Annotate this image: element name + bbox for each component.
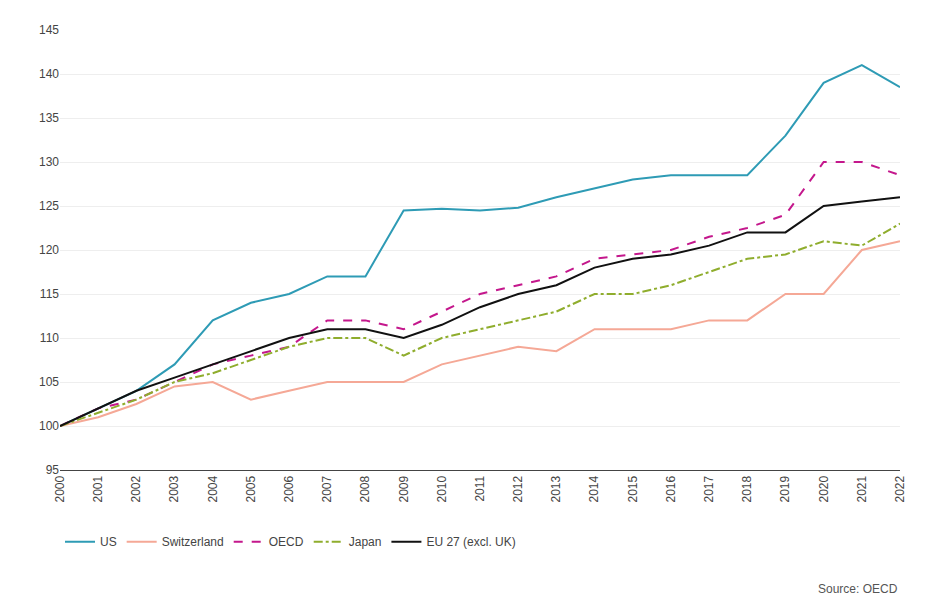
svg-text:2002: 2002 — [129, 475, 143, 502]
svg-text:2017: 2017 — [702, 475, 716, 502]
svg-text:2019: 2019 — [778, 475, 792, 502]
svg-text:2009: 2009 — [397, 475, 411, 502]
svg-text:130: 130 — [39, 155, 59, 169]
svg-text:2003: 2003 — [167, 475, 181, 502]
svg-text:2018: 2018 — [740, 475, 754, 502]
svg-text:140: 140 — [39, 67, 59, 81]
svg-text:2000: 2000 — [53, 475, 67, 502]
svg-text:OECD: OECD — [269, 535, 304, 549]
svg-text:105: 105 — [39, 375, 59, 389]
svg-text:2016: 2016 — [664, 475, 678, 502]
svg-text:2020: 2020 — [817, 475, 831, 502]
svg-text:2021: 2021 — [855, 475, 869, 502]
svg-text:135: 135 — [39, 111, 59, 125]
svg-text:110: 110 — [40, 331, 59, 345]
svg-text:2006: 2006 — [282, 475, 296, 502]
svg-text:Japan: Japan — [349, 535, 382, 549]
svg-text:145: 145 — [39, 23, 59, 37]
svg-text:120: 120 — [39, 243, 59, 257]
svg-text:2013: 2013 — [549, 475, 563, 502]
svg-text:115: 115 — [40, 287, 59, 301]
svg-text:2010: 2010 — [435, 475, 449, 502]
svg-text:2005: 2005 — [244, 475, 258, 502]
svg-text:2014: 2014 — [587, 475, 601, 502]
svg-text:2001: 2001 — [91, 475, 105, 502]
svg-text:2007: 2007 — [320, 475, 334, 502]
svg-text:EU 27 (excl. UK): EU 27 (excl. UK) — [426, 535, 515, 549]
svg-text:2012: 2012 — [511, 475, 525, 502]
svg-text:125: 125 — [39, 199, 59, 213]
svg-text:2015: 2015 — [626, 475, 640, 502]
svg-text:95: 95 — [46, 463, 60, 477]
svg-text:100: 100 — [39, 419, 59, 433]
svg-text:2011: 2011 — [473, 475, 487, 501]
svg-text:2008: 2008 — [358, 475, 372, 502]
svg-text:Switzerland: Switzerland — [162, 535, 224, 549]
svg-text:2022: 2022 — [893, 475, 907, 502]
svg-text:2004: 2004 — [206, 475, 220, 502]
svg-text:US: US — [100, 535, 117, 549]
svg-text:Source: OECD: Source: OECD — [818, 582, 898, 596]
